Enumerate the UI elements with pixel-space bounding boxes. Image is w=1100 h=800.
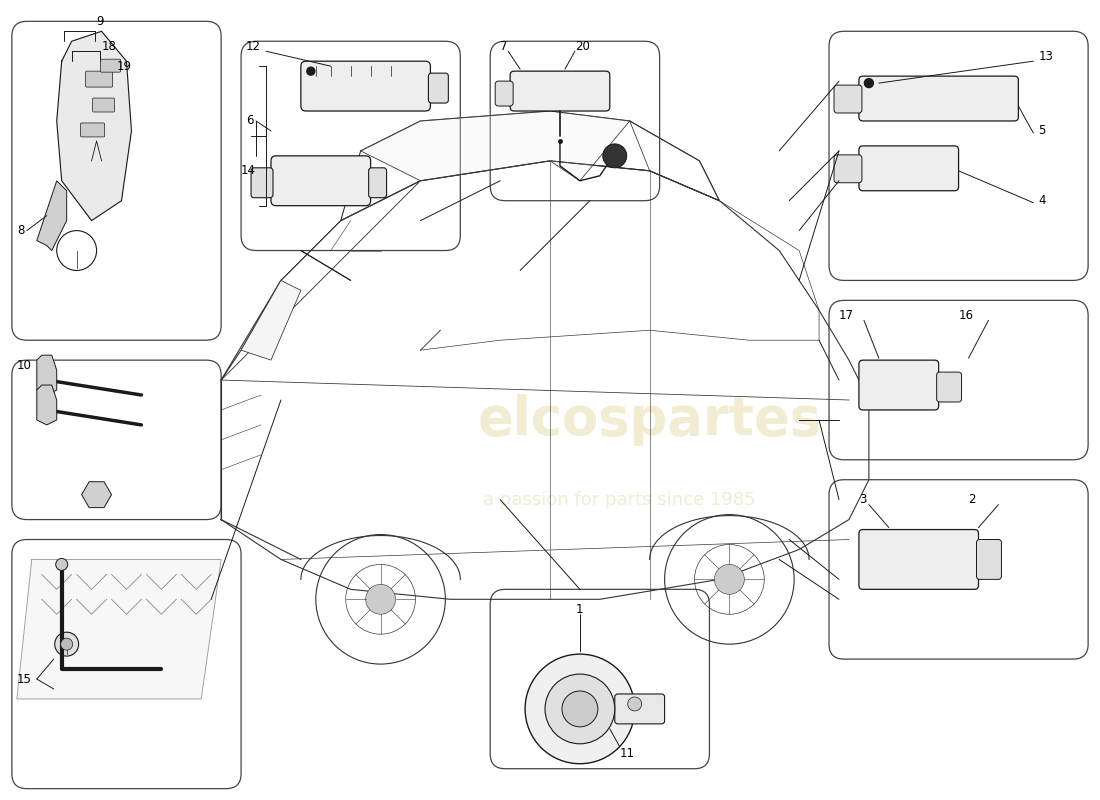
Text: 1: 1 (576, 602, 584, 616)
FancyBboxPatch shape (12, 22, 221, 340)
Text: 4: 4 (1038, 194, 1046, 207)
Circle shape (56, 558, 68, 570)
Text: 6: 6 (246, 114, 254, 127)
Text: 19: 19 (117, 60, 132, 73)
Polygon shape (241, 281, 301, 360)
Circle shape (603, 144, 627, 168)
FancyBboxPatch shape (510, 71, 609, 111)
Text: elcospartes: elcospartes (477, 394, 822, 446)
FancyBboxPatch shape (428, 73, 449, 103)
Circle shape (562, 691, 597, 727)
Text: 13: 13 (1038, 50, 1053, 62)
Circle shape (60, 638, 73, 650)
FancyBboxPatch shape (834, 85, 862, 113)
Text: 14: 14 (241, 164, 256, 178)
Circle shape (55, 632, 78, 656)
Text: 8: 8 (16, 224, 24, 237)
Polygon shape (36, 181, 67, 250)
FancyBboxPatch shape (977, 539, 1001, 579)
FancyBboxPatch shape (495, 81, 513, 106)
FancyBboxPatch shape (491, 42, 660, 201)
FancyBboxPatch shape (829, 300, 1088, 460)
FancyBboxPatch shape (859, 146, 958, 190)
Text: 11: 11 (619, 747, 635, 760)
Circle shape (865, 78, 873, 87)
Circle shape (544, 674, 615, 744)
Text: 10: 10 (16, 358, 32, 372)
Circle shape (307, 67, 315, 75)
FancyBboxPatch shape (834, 155, 862, 182)
FancyBboxPatch shape (615, 694, 664, 724)
Text: a passion for parts since 1985: a passion for parts since 1985 (483, 490, 756, 509)
Polygon shape (57, 31, 132, 221)
Text: 20: 20 (575, 40, 590, 53)
FancyBboxPatch shape (271, 156, 371, 206)
Polygon shape (16, 559, 221, 699)
Text: 18: 18 (101, 40, 117, 53)
FancyBboxPatch shape (859, 360, 938, 410)
FancyBboxPatch shape (12, 360, 221, 519)
FancyBboxPatch shape (92, 98, 114, 112)
Text: 15: 15 (16, 673, 32, 686)
FancyBboxPatch shape (829, 31, 1088, 281)
FancyBboxPatch shape (859, 530, 979, 590)
Polygon shape (361, 111, 629, 181)
FancyBboxPatch shape (241, 42, 460, 250)
Polygon shape (81, 482, 111, 508)
Text: 16: 16 (958, 309, 974, 322)
FancyBboxPatch shape (368, 168, 386, 198)
Text: 2: 2 (968, 493, 976, 506)
Circle shape (365, 584, 396, 614)
FancyBboxPatch shape (80, 123, 104, 137)
Text: 17: 17 (839, 309, 854, 322)
Text: 5: 5 (1038, 125, 1046, 138)
FancyBboxPatch shape (12, 539, 241, 789)
Polygon shape (36, 385, 57, 425)
FancyBboxPatch shape (86, 71, 112, 87)
FancyBboxPatch shape (491, 590, 710, 769)
FancyBboxPatch shape (937, 372, 961, 402)
FancyBboxPatch shape (829, 480, 1088, 659)
Circle shape (628, 697, 641, 711)
Text: 12: 12 (246, 40, 261, 53)
Text: 9: 9 (97, 15, 104, 28)
Polygon shape (36, 355, 57, 395)
Circle shape (714, 565, 745, 594)
FancyBboxPatch shape (251, 168, 273, 198)
Text: 7: 7 (500, 40, 508, 53)
FancyBboxPatch shape (100, 59, 121, 72)
Text: 3: 3 (859, 493, 867, 506)
FancyBboxPatch shape (301, 61, 430, 111)
FancyBboxPatch shape (859, 76, 1019, 121)
Circle shape (525, 654, 635, 764)
